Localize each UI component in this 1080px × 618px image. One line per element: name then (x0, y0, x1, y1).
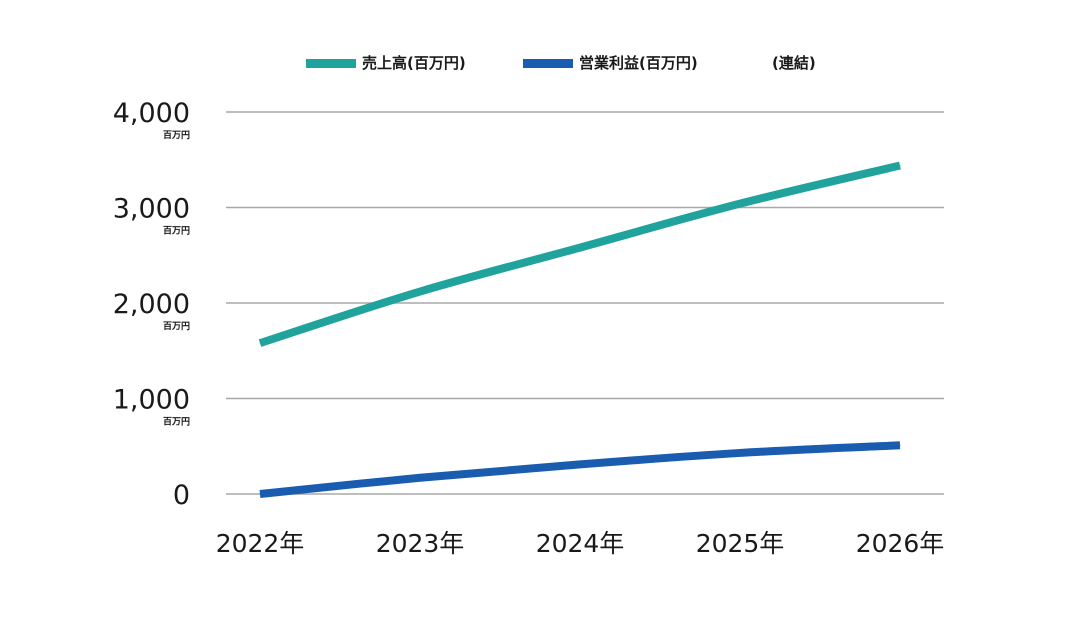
y-tick-unit-2000: 百万円 (163, 321, 190, 332)
point-operating-profit-4 (899, 444, 901, 446)
series-line-sales (258, 161, 901, 347)
point-operating-profit-0 (259, 493, 261, 495)
legend-swatch-operating-profit (523, 59, 573, 68)
series-line-operating-profit (259, 441, 901, 498)
point-operating-profit-1 (419, 477, 421, 479)
y-tick-unit-3000: 百万円 (163, 226, 190, 237)
gridlines (226, 111, 944, 495)
legend-label-sales: 売上高(百万円) (362, 54, 466, 72)
point-sales-1 (419, 291, 421, 293)
point-sales-2 (579, 247, 581, 249)
point-sales-0 (259, 342, 261, 344)
x-tick-label-1: 2023年 (376, 529, 465, 558)
x-axis: 2022年 2023年 2024年 2025年 2026年 (216, 529, 945, 558)
point-operating-profit-2 (579, 463, 581, 465)
x-tick-label-3: 2025年 (696, 529, 785, 558)
point-sales-4 (899, 164, 901, 166)
y-tick-label-1000: 1,000 (113, 385, 190, 416)
y-tick-label-3000: 3,000 (113, 194, 190, 225)
y-tick-label-2000: 2,000 (113, 289, 190, 320)
point-sales-3 (739, 203, 741, 205)
y-tick-label-4000: 4,000 (113, 98, 190, 129)
series-lines (258, 161, 901, 498)
y-tick-unit-1000: 百万円 (163, 417, 190, 428)
legend-note-consolidated: (連結) (772, 54, 816, 72)
y-tick-unit-4000: 百万円 (163, 130, 190, 141)
legend-label-operating-profit: 営業利益(百万円) (579, 54, 698, 72)
x-tick-label-0: 2022年 (216, 529, 305, 558)
legend: 売上高(百万円) 営業利益(百万円) (連結) (306, 54, 816, 72)
legend-swatch-sales (306, 59, 356, 68)
y-tick-label-0: 0 (173, 480, 190, 511)
x-tick-label-2: 2024年 (536, 529, 625, 558)
x-tick-label-4: 2026年 (856, 529, 945, 558)
point-operating-profit-3 (739, 452, 741, 454)
